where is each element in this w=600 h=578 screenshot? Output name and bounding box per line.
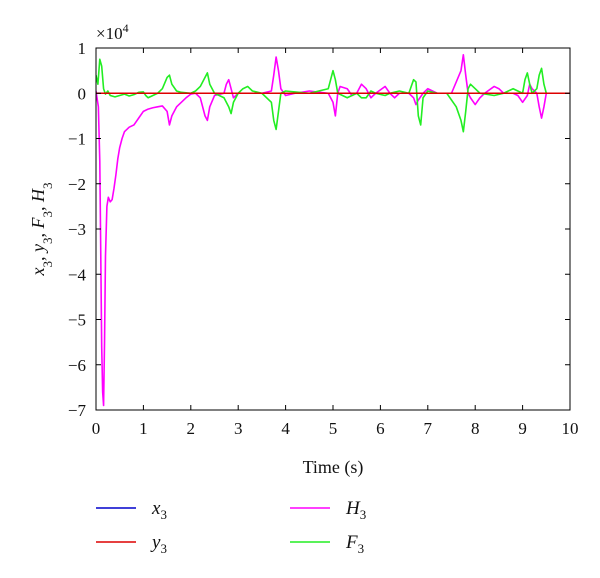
x-tick-label: 5 bbox=[329, 419, 338, 438]
legend-label-name: x bbox=[151, 498, 161, 519]
y-axis-label-text: , F bbox=[28, 217, 48, 238]
series-line-H3 bbox=[96, 53, 570, 407]
legend-label-subscript: 3 bbox=[360, 507, 367, 522]
legend-label-subscript: 3 bbox=[358, 541, 365, 556]
x-tick-label: 1 bbox=[139, 419, 148, 438]
y-axis-label: x3, y3, F3, H3 bbox=[28, 183, 55, 277]
legend-label-F3: F3 bbox=[345, 532, 364, 556]
legend-label-x3: x3 bbox=[151, 498, 167, 522]
y-axis-label-subscript: 3 bbox=[40, 183, 55, 190]
legend-label-name: F bbox=[345, 532, 358, 553]
y-axis-label-text: x bbox=[28, 268, 48, 277]
y-axis-label-text: , y bbox=[28, 244, 48, 261]
series-line-F3 bbox=[96, 58, 570, 133]
y-tick-label: −6 bbox=[68, 356, 86, 375]
y-tick-label: 1 bbox=[78, 39, 87, 58]
x-tick-label: 0 bbox=[92, 419, 101, 438]
y-multiplier-exponent: 4 bbox=[123, 21, 129, 35]
y-axis-label-text: , H bbox=[28, 188, 48, 211]
x-tick-label: 8 bbox=[471, 419, 480, 438]
y-tick-label: −1 bbox=[68, 130, 86, 149]
plot-area bbox=[96, 53, 570, 407]
y-tick-label: −3 bbox=[68, 220, 86, 239]
legend-label-subscript: 3 bbox=[160, 541, 167, 556]
y-tick-label: −4 bbox=[68, 265, 87, 284]
x-tick-label: 3 bbox=[234, 419, 243, 438]
x-tick-label: 2 bbox=[187, 419, 196, 438]
x-tick-label: 6 bbox=[376, 419, 385, 438]
y-axis-label-subscript: 3 bbox=[40, 261, 55, 268]
x-tick-label: 4 bbox=[281, 419, 290, 438]
y-axis-label-subscript: 3 bbox=[40, 238, 55, 245]
x-tick-label: 7 bbox=[424, 419, 433, 438]
legend-label-y3: y3 bbox=[150, 532, 167, 556]
y-tick-label: −7 bbox=[68, 401, 87, 420]
y-tick-label: 0 bbox=[78, 84, 87, 103]
legend-label-name: y bbox=[150, 532, 161, 553]
legend-label-H3: H3 bbox=[345, 498, 366, 522]
legend-label-name: H bbox=[345, 498, 361, 519]
y-multiplier-label: ×104 bbox=[96, 21, 129, 43]
x-tick-label: 9 bbox=[518, 419, 527, 438]
y-tick-label: −2 bbox=[68, 175, 86, 194]
legend-label-subscript: 3 bbox=[160, 507, 167, 522]
y-axis-label-subscript: 3 bbox=[40, 211, 55, 218]
y-tick-label: −5 bbox=[68, 311, 86, 330]
x-axis-label: Time (s) bbox=[303, 457, 364, 478]
x-tick-label: 10 bbox=[562, 419, 579, 438]
